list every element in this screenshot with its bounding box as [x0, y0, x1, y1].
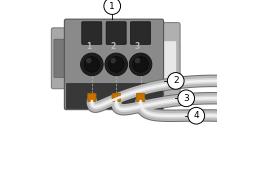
- Circle shape: [110, 58, 116, 63]
- Text: 1: 1: [86, 42, 91, 52]
- Text: 1: 1: [109, 2, 115, 11]
- Circle shape: [104, 0, 121, 14]
- FancyBboxPatch shape: [106, 22, 126, 44]
- Circle shape: [178, 90, 194, 107]
- Circle shape: [167, 73, 184, 89]
- FancyBboxPatch shape: [82, 22, 102, 44]
- FancyBboxPatch shape: [130, 22, 151, 44]
- Circle shape: [133, 57, 149, 72]
- Bar: [66, 83, 162, 108]
- Text: 3: 3: [134, 42, 140, 52]
- FancyBboxPatch shape: [137, 93, 145, 102]
- FancyBboxPatch shape: [88, 93, 96, 102]
- Circle shape: [129, 53, 152, 76]
- Circle shape: [188, 107, 205, 124]
- FancyBboxPatch shape: [64, 19, 164, 110]
- FancyBboxPatch shape: [159, 23, 180, 99]
- Circle shape: [135, 58, 140, 63]
- FancyBboxPatch shape: [163, 41, 177, 84]
- FancyBboxPatch shape: [54, 39, 67, 77]
- FancyBboxPatch shape: [112, 93, 120, 102]
- Text: 2: 2: [110, 42, 115, 52]
- FancyBboxPatch shape: [51, 28, 70, 89]
- Text: 4: 4: [193, 111, 199, 120]
- Text: 3: 3: [183, 94, 189, 103]
- Circle shape: [84, 57, 100, 72]
- Circle shape: [86, 58, 92, 63]
- Text: 2: 2: [173, 76, 179, 85]
- Circle shape: [81, 53, 103, 76]
- Circle shape: [105, 53, 128, 76]
- Circle shape: [108, 57, 124, 72]
